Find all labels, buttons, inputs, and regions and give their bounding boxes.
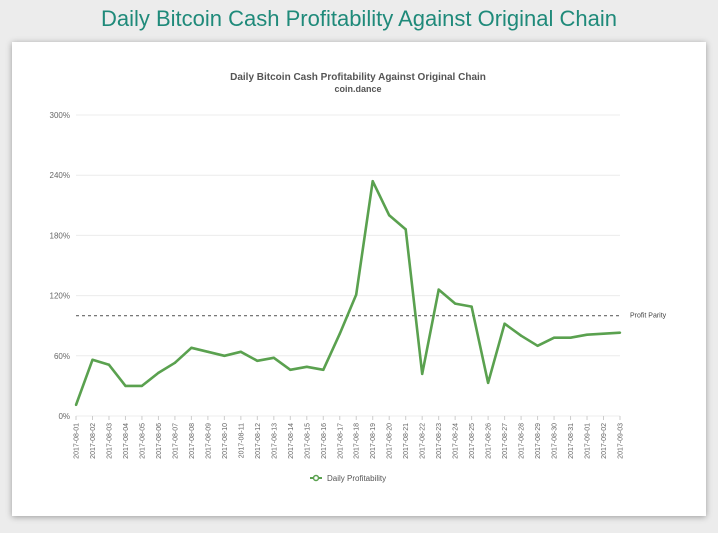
x-tick-label: 2017-08-18 [354,423,361,459]
data-point [338,332,341,335]
x-tick-label: 2017-08-16 [321,423,328,459]
data-point [289,368,292,372]
x-tick-label: 2017-08-02 [90,423,97,459]
line-chart: Daily Bitcoin Cash Profitability Against… [50,72,667,483]
x-axis: 2017-08-01 2017-08-02 2017-08-03 2017-08-04… [74,416,625,459]
y-tick-label: 240% [50,171,70,180]
x-tick-label: 2017-08-21 [403,423,410,459]
x-tick-label: 2017-08-07 [172,423,179,459]
data-point [355,293,358,296]
x-tick-label: 2017-08-11 [238,423,245,458]
data-point [420,372,424,376]
data-point [569,336,572,339]
x-tick-label: 2017-08-09 [205,423,212,459]
data-point [124,384,127,388]
x-tick-label: 2017-08-26 [486,423,493,459]
y-axis: 0% 60% 120% 180% 240% 300% [50,111,70,421]
data-point [519,334,523,337]
data-point [437,288,440,291]
x-tick-label: 2017-08-10 [222,423,229,459]
legend-label[interactable]: Daily Profitability [327,474,386,483]
data-point [74,403,78,407]
data-point [91,358,94,362]
x-tick-label: 2017-08-23 [436,423,443,459]
x-tick-label: 2017-08-17 [337,423,344,459]
data-point [173,361,177,365]
data-point [585,333,589,336]
x-tick-label: 2017-09-02 [601,423,608,459]
x-tick-label: 2017-08-01 [74,423,81,459]
x-tick-label: 2017-08-29 [535,423,542,459]
data-point [140,384,144,388]
y-tick-label: 180% [50,231,70,240]
x-tick-label: 2017-09-03 [618,423,625,459]
data-point [272,356,276,360]
x-tick-label: 2017-08-22 [420,423,427,459]
x-tick-label: 2017-08-14 [288,423,295,459]
x-tick-label: 2017-08-03 [106,423,113,459]
data-point [470,305,473,308]
grid-layer [76,114,620,417]
data-point [503,322,506,325]
x-tick-label: 2017-08-28 [519,423,526,459]
chart-title: Daily Bitcoin Cash Profitability Against… [230,72,486,83]
data-point [239,350,243,353]
x-tick-label: 2017-08-13 [271,423,278,459]
data-point [190,346,193,349]
x-tick-label: 2017-08-05 [139,423,146,459]
x-tick-label: 2017-08-27 [502,423,509,459]
y-tick-label: 120% [50,292,70,301]
data-point [552,336,556,339]
x-tick-label: 2017-08-20 [387,423,394,459]
x-tick-label: 2017-08-24 [453,423,460,459]
data-point [157,371,160,375]
data-point [256,359,259,363]
x-tick-label: 2017-08-31 [568,423,575,459]
y-tick-label: 300% [50,111,70,120]
data-point [322,368,325,372]
data-point [618,331,622,334]
data-point [305,365,308,369]
y-tick-label: 60% [54,352,70,361]
legend-marker [312,474,320,482]
x-tick-label: 2017-08-04 [123,423,130,459]
x-tick-label: 2017-08-19 [370,423,377,459]
x-tick-label: 2017-08-15 [304,423,311,459]
data-point [107,363,111,367]
profit-parity-label: Profit Parity [630,313,667,320]
x-tick-label: 2017-08-25 [469,423,476,459]
x-tick-label: 2017-09-01 [585,423,592,459]
series-layer [74,179,622,407]
data-point [223,354,226,357]
data-point [486,381,490,385]
data-point [388,214,391,217]
data-point [371,180,374,183]
page-title: Daily Bitcoin Cash Profitability Against… [100,6,617,31]
y-tick-label: 0% [58,412,70,421]
x-tick-label: 2017-08-30 [552,423,559,459]
profit-parity-reference: Profit Parity [76,313,667,320]
x-tick-label: 2017-08-06 [156,423,163,459]
series-line [74,179,621,406]
chart-subtitle: coin.dance [334,84,381,94]
chart-card: Daily Bitcoin Cash Profitability Against… [12,42,706,516]
legend[interactable]: Daily Profitability [310,474,386,483]
x-tick-label: 2017-08-08 [189,423,196,459]
x-tick-label: 2017-08-12 [255,423,262,459]
data-point [602,332,605,335]
data-point [206,350,210,353]
data-point [404,228,407,231]
data-point [453,302,457,305]
data-point [536,344,539,347]
